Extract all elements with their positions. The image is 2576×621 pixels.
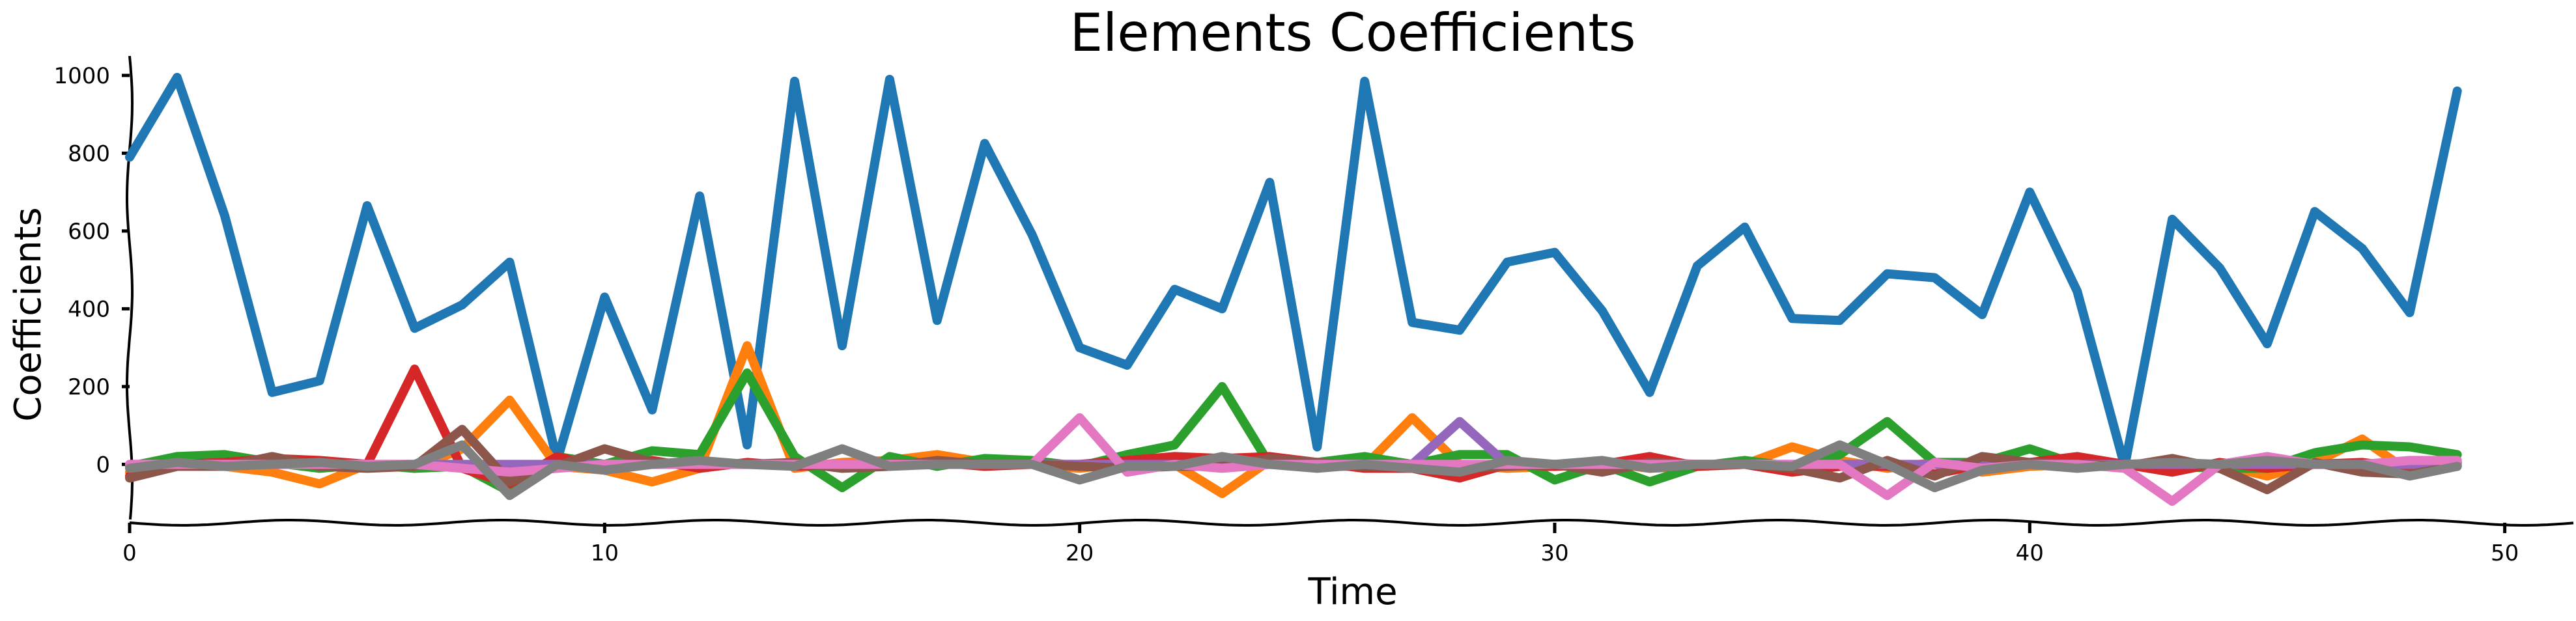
plot-series [125, 72, 2462, 506]
y-tick-label: 800 [68, 141, 110, 167]
x-tick-label: 30 [1540, 540, 1568, 566]
x-tick-label: 10 [591, 540, 619, 566]
x-tick-label: 0 [122, 540, 137, 566]
y-axis-label: Coefficients [7, 207, 50, 421]
y-tick-label: 200 [68, 374, 110, 400]
x-tick-label: 20 [1066, 540, 1094, 566]
series-line-8 [125, 440, 2462, 501]
series-line-1 [125, 72, 2462, 471]
y-axis-line [126, 55, 134, 520]
x-axis-line [129, 519, 2574, 527]
x-tick-label: 40 [2016, 540, 2044, 566]
x-axis-label: Time [1307, 571, 1397, 613]
x-ticks: 0 10 20 30 40 50 [122, 523, 2519, 566]
chart-title: Elements Coefficients [1070, 3, 1636, 63]
y-tick-label: 600 [68, 219, 110, 245]
x-tick-label: 50 [2491, 540, 2519, 566]
y-ticks: 0 200 400 600 800 1000 [53, 63, 130, 478]
y-tick-label: 0 [96, 452, 110, 478]
y-tick-label: 1000 [53, 63, 110, 89]
y-tick-label: 400 [68, 296, 110, 322]
